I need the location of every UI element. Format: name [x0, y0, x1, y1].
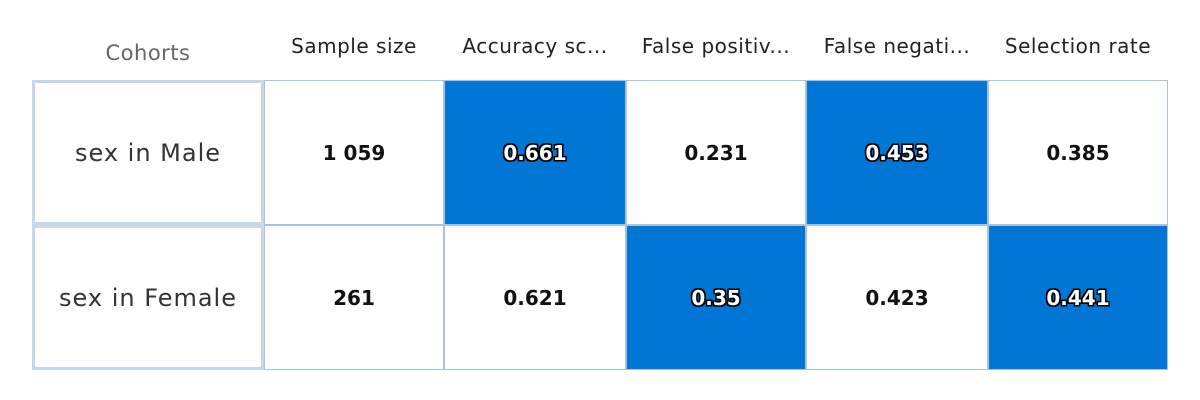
row-label: sex in Female: [32, 225, 264, 370]
row-label: sex in Male: [32, 80, 264, 225]
table-cell: 0.35: [626, 225, 806, 370]
table-cell: 0.621: [444, 225, 626, 370]
column-header: Selection rate: [1004, 34, 1152, 58]
table-cell: 1 059: [264, 80, 444, 225]
table-cell: 261: [264, 225, 444, 370]
table-cell: 0.231: [626, 80, 806, 225]
cohorts-header: Cohorts: [105, 41, 191, 65]
column-header: Accuracy sc...: [462, 34, 608, 58]
table-cell: 0.423: [806, 225, 988, 370]
column-header: False positiv...: [641, 34, 791, 58]
table-cell: 0.441: [988, 225, 1168, 370]
column-header: False negati...: [823, 34, 971, 58]
column-header: Sample size: [291, 34, 417, 58]
table-cell: 0.453: [806, 80, 988, 225]
table-cell: 0.385: [988, 80, 1168, 225]
table-cell: 0.661: [444, 80, 626, 225]
